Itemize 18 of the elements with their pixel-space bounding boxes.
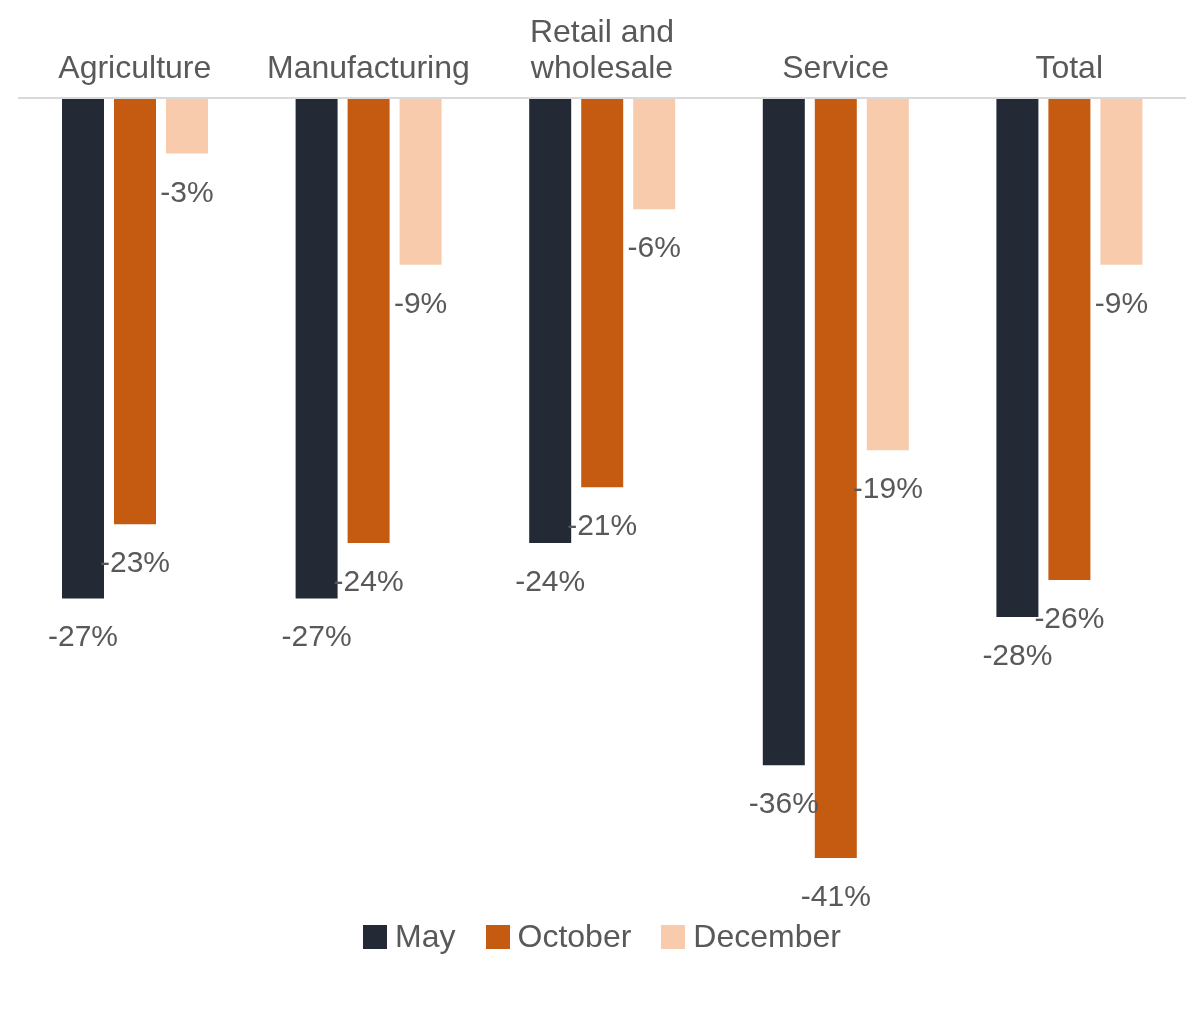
legend-label: October	[516, 918, 632, 955]
data-label: -26%	[1034, 600, 1105, 634]
x-tick-label: Total	[1035, 49, 1103, 85]
x-tick-label: Manufacturing	[267, 49, 470, 85]
data-label: -6%	[627, 230, 681, 264]
data-label: -3%	[160, 174, 214, 208]
data-label: -41%	[800, 879, 871, 912]
legend-label: May	[394, 918, 456, 955]
data-label: -9%	[1094, 285, 1149, 319]
x-tick-label: Agriculture	[58, 49, 212, 85]
data-label: -24%	[515, 563, 586, 597]
x-tick-label: Retail and wholesale	[529, 13, 675, 85]
data-label: -9%	[393, 285, 448, 319]
data-label: -27%	[281, 619, 352, 653]
data-label: -27%	[47, 619, 119, 653]
legend-label: December	[692, 918, 841, 955]
data-label: -28%	[982, 638, 1053, 672]
x-tick-label: Service	[782, 49, 889, 85]
